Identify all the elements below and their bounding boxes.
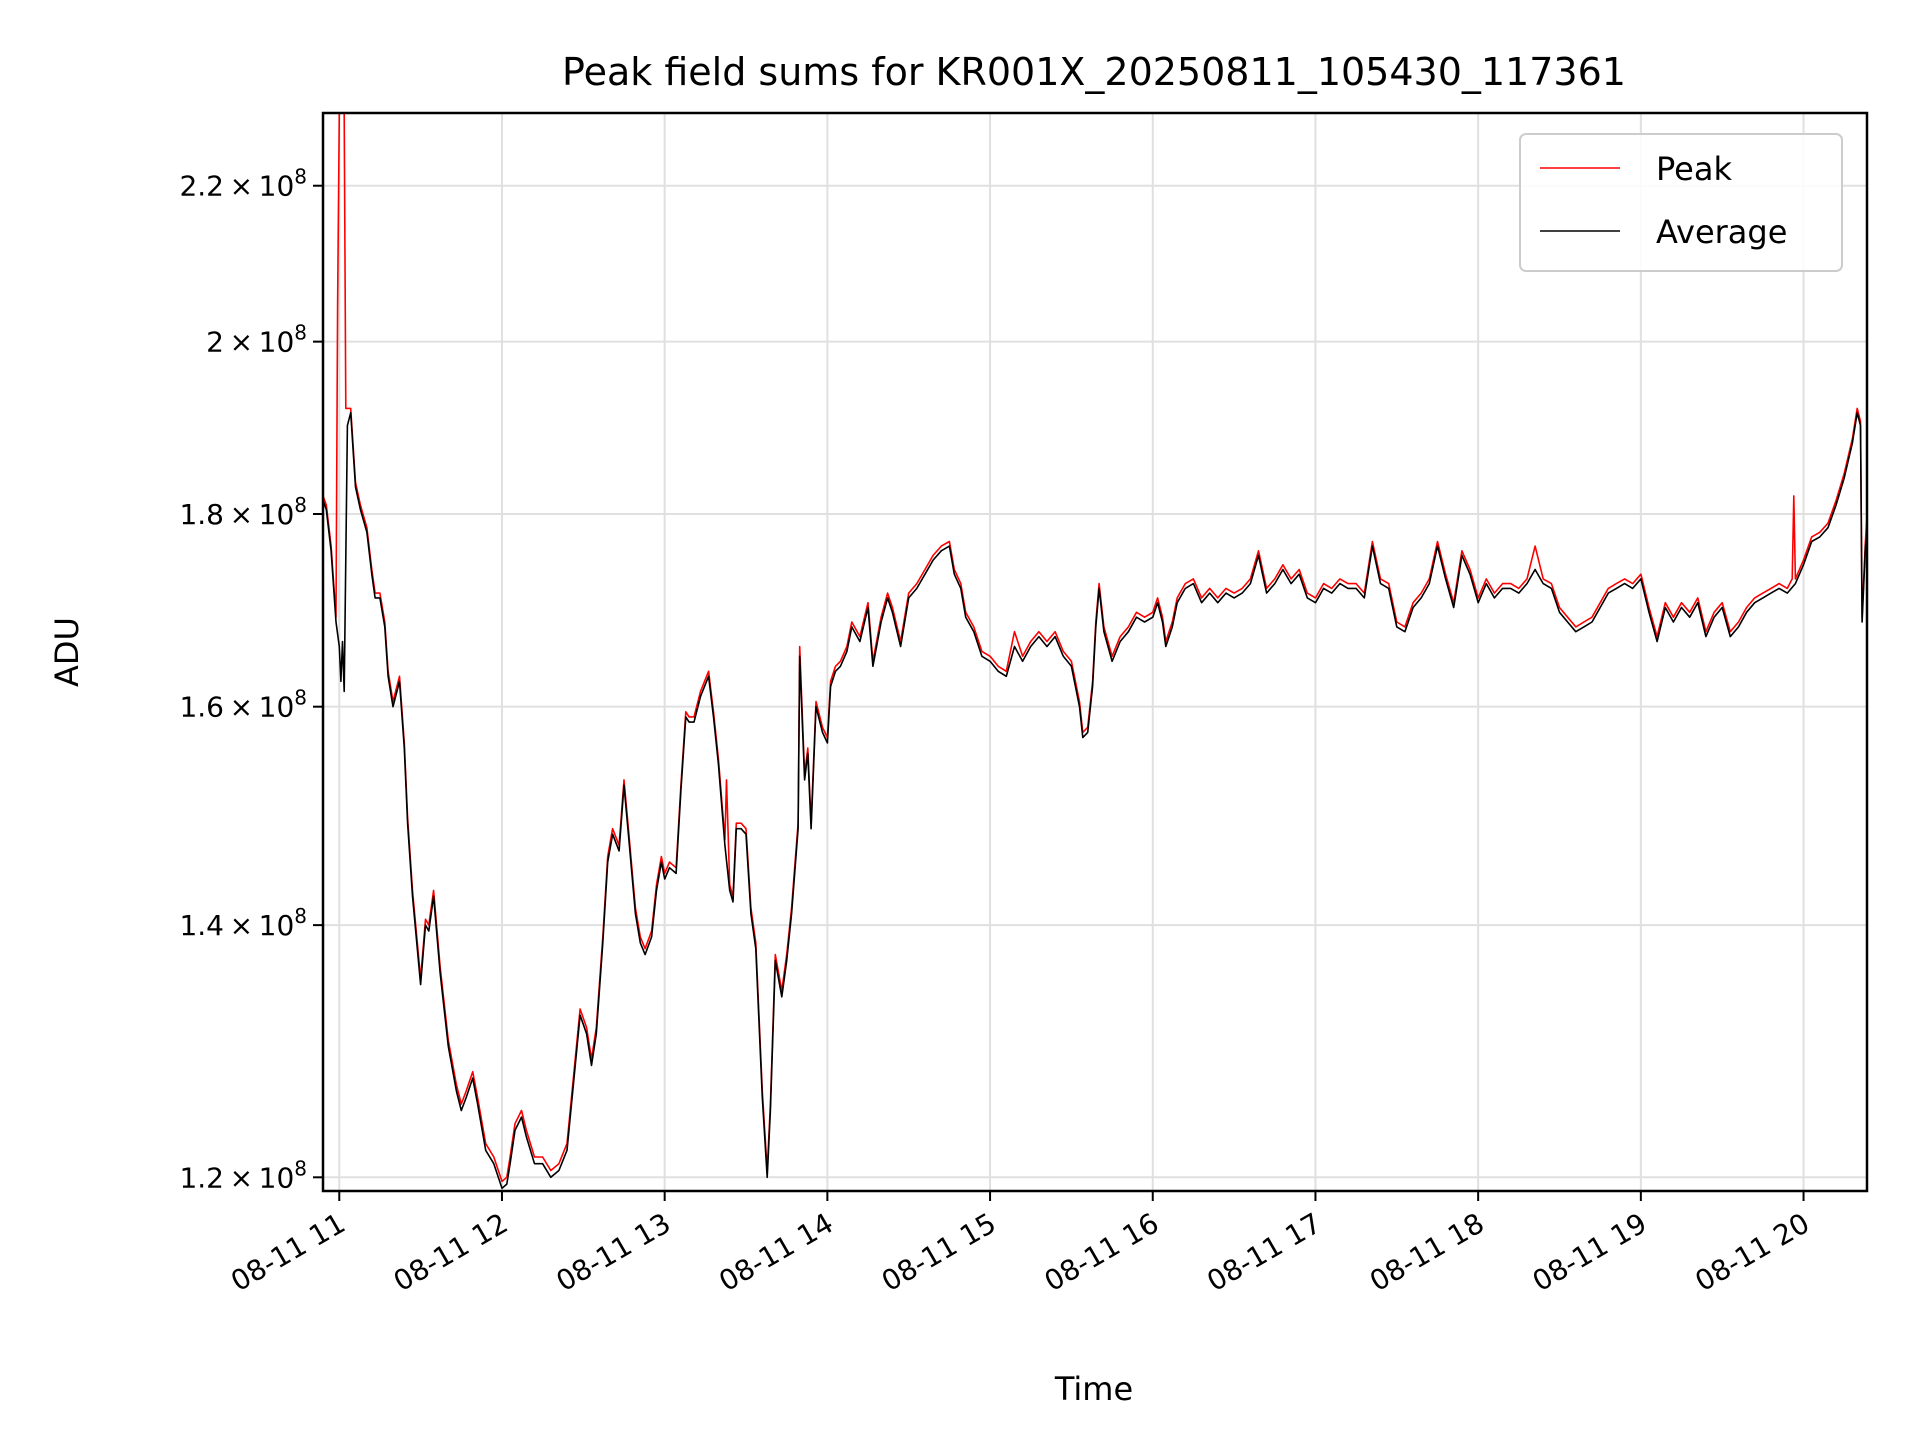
grid [323, 113, 1867, 1191]
series-line-average [323, 411, 1867, 1190]
y-tick-label: 1.4 × 108 [179, 904, 307, 942]
plot-frame [321, 111, 1869, 1193]
chart-title: Peak field sums for KR001X_20250811_1054… [562, 50, 1626, 94]
legend-label-peak: Peak [1656, 150, 1732, 188]
legend-label-average: Average [1656, 213, 1787, 251]
series-line-peak [323, 113, 1867, 1183]
y-tick-label: 1.8 × 108 [179, 493, 307, 531]
x-axis-label: Time [1054, 1370, 1133, 1408]
y-tick-label: 2.2 × 108 [179, 165, 307, 203]
legend: Peak Average [1519, 133, 1843, 272]
y-tick-label: 1.6 × 108 [179, 686, 307, 724]
y-tick-label: 2 × 108 [206, 321, 307, 359]
series-layer [323, 113, 1867, 1190]
y-axis-label: ADU [48, 617, 86, 687]
y-tick-label: 1.2 × 108 [179, 1156, 307, 1194]
y-axis: 1.2 × 108 1.4 × 108 1.6 × 108 1.8 × 108 2 × … [179, 165, 323, 1194]
